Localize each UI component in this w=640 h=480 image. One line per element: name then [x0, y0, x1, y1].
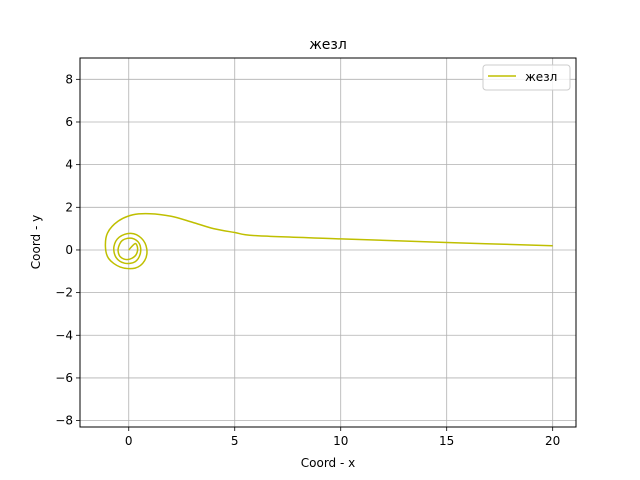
x-tick-label: 20 [545, 434, 560, 448]
plot-area [80, 58, 576, 427]
y-tick-label: 4 [65, 158, 73, 172]
y-tick-label: 6 [65, 115, 73, 129]
y-tick-label: −2 [55, 286, 73, 300]
y-tick-label: −8 [55, 414, 73, 428]
axes-frame [79, 57, 577, 428]
y-tick-label: −6 [55, 371, 73, 385]
grid [80, 58, 576, 427]
ticks: 0 5 10 15 20 −8 −6 −4 −2 0 2 4 6 8 [55, 72, 560, 448]
y-tick-label: 2 [65, 200, 73, 214]
x-tick-label: 0 [125, 434, 133, 448]
x-axis-label: Coord - x [301, 456, 355, 470]
series-layer [104, 212, 553, 270]
series-line [104, 212, 553, 270]
y-tick-label: 8 [65, 72, 73, 86]
legend-box [482, 64, 571, 91]
legend-label: жезл [525, 70, 557, 84]
x-tick-label: 15 [439, 434, 454, 448]
y-tick-label: −4 [55, 328, 73, 342]
y-tick-label: 0 [65, 243, 73, 257]
x-tick-label: 10 [333, 434, 348, 448]
x-tick-label: 5 [231, 434, 239, 448]
y-axis-label: Coord - y [29, 215, 43, 269]
chart-title: жезл [309, 37, 347, 53]
legend: жезл [482, 64, 571, 91]
